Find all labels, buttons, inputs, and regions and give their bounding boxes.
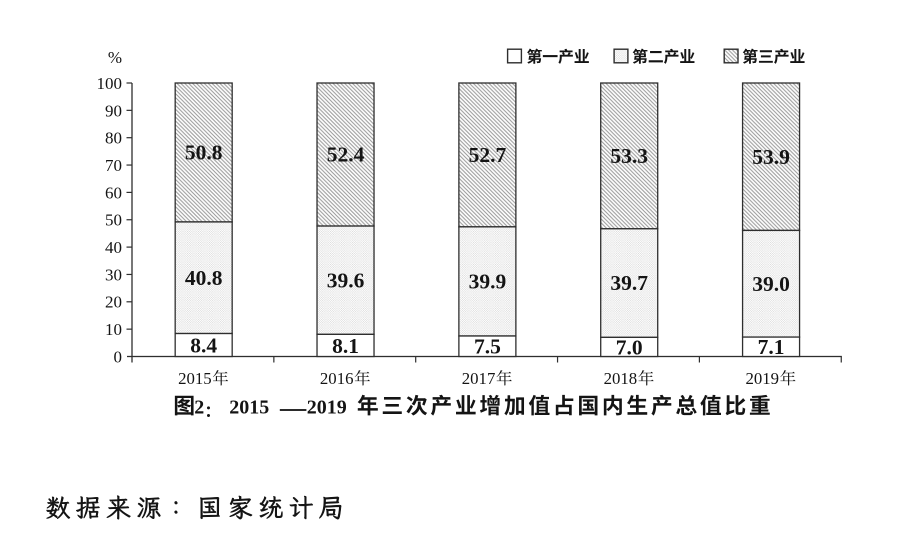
- svg-text:53.3: 53.3: [610, 144, 648, 168]
- svg-text:8.4: 8.4: [190, 333, 217, 357]
- svg-text:2: 2: [194, 396, 204, 418]
- svg-text:60: 60: [105, 183, 122, 202]
- svg-text:2015: 2015: [178, 369, 212, 388]
- svg-text:10: 10: [105, 320, 122, 339]
- svg-text:39.9: 39.9: [469, 270, 507, 294]
- svg-text:90: 90: [105, 101, 122, 120]
- svg-text:7.1: 7.1: [758, 335, 785, 359]
- svg-text:2019: 2019: [307, 396, 347, 418]
- svg-text:%: %: [108, 48, 122, 67]
- svg-text:30: 30: [105, 265, 122, 284]
- svg-text:40: 40: [105, 238, 122, 257]
- svg-text:52.4: 52.4: [327, 143, 365, 167]
- svg-text:2016: 2016: [320, 369, 354, 388]
- svg-text:7.0: 7.0: [616, 335, 643, 359]
- svg-text:40.8: 40.8: [185, 266, 223, 290]
- svg-text:80: 80: [105, 129, 122, 148]
- svg-text:2018: 2018: [604, 369, 638, 388]
- svg-text:100: 100: [97, 74, 123, 93]
- svg-text:2019: 2019: [745, 369, 779, 388]
- svg-text:50.8: 50.8: [185, 141, 223, 165]
- svg-text:20: 20: [105, 293, 122, 312]
- svg-text:2015: 2015: [229, 396, 269, 418]
- svg-text:7.5: 7.5: [474, 335, 501, 359]
- svg-text:39.6: 39.6: [327, 268, 365, 292]
- svg-text:39.7: 39.7: [610, 271, 648, 295]
- svg-text:0: 0: [114, 347, 123, 366]
- svg-text:8.1: 8.1: [332, 334, 359, 358]
- svg-text:39.0: 39.0: [752, 272, 790, 296]
- svg-text:70: 70: [105, 156, 122, 175]
- svg-text:50: 50: [105, 211, 122, 230]
- svg-text:2017: 2017: [462, 369, 496, 388]
- svg-text:53.9: 53.9: [752, 145, 790, 169]
- svg-text:52.7: 52.7: [469, 143, 507, 167]
